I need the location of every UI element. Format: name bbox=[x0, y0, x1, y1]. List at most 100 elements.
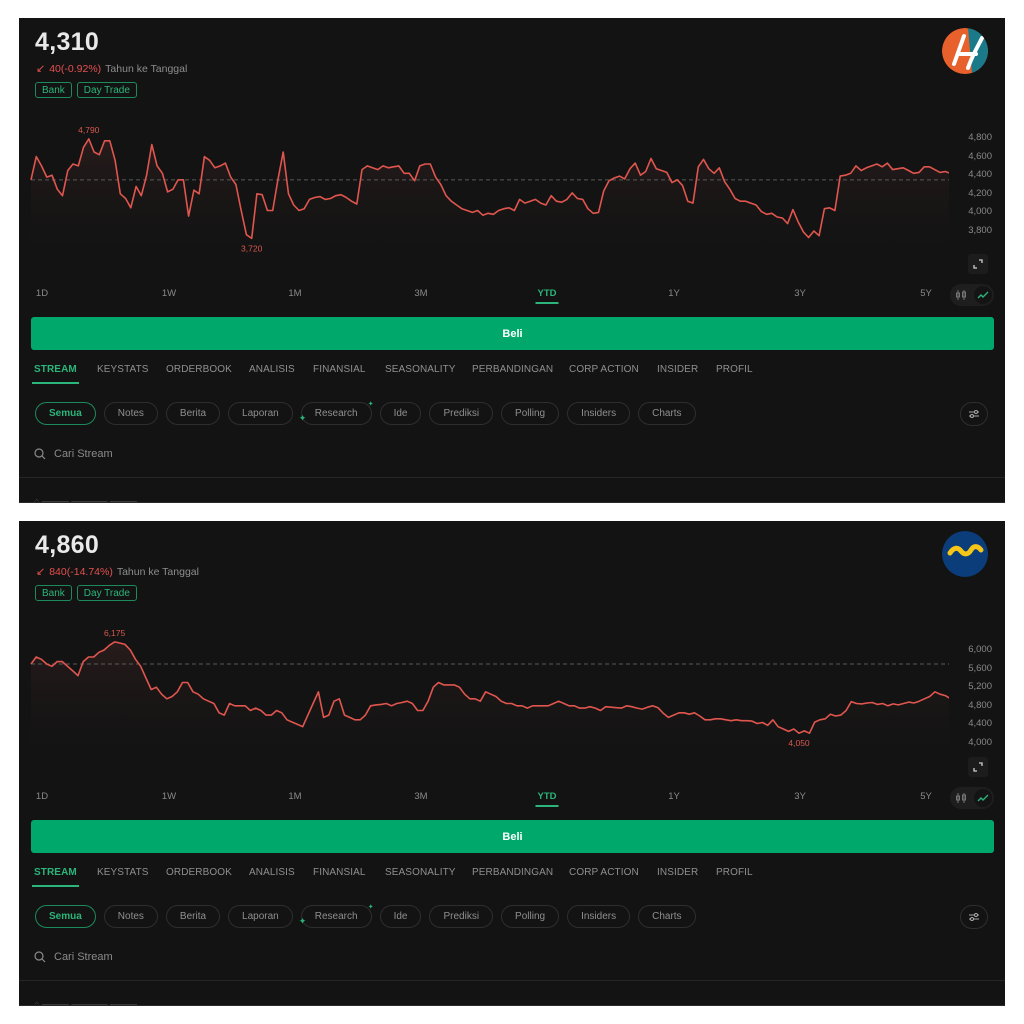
range-selector: 1D 1W 1M 3M YTD 1Y 3Y 5Y bbox=[19, 787, 1005, 809]
extreme-label: 6,175 bbox=[104, 628, 126, 638]
tab-finansial[interactable]: FINANSIAL bbox=[313, 867, 366, 878]
chart-type-toggle bbox=[950, 284, 994, 306]
y-tick-label: 4,600 bbox=[968, 150, 992, 162]
filter-ide[interactable]: Ide bbox=[379, 905, 422, 928]
line-chart-toggle[interactable] bbox=[974, 286, 992, 304]
expand-chart-button[interactable] bbox=[968, 254, 988, 274]
price-chart[interactable]: 6,175 4,050 bbox=[19, 621, 949, 771]
filter-prediksi[interactable]: Prediksi bbox=[429, 402, 494, 425]
tab-corp-action[interactable]: CORP ACTION bbox=[569, 364, 639, 375]
tag-bank[interactable]: Bank bbox=[35, 82, 72, 98]
range-5y[interactable]: 5Y bbox=[920, 288, 932, 299]
candlestick-toggle[interactable] bbox=[952, 286, 970, 304]
filter-prediksi[interactable]: Prediksi bbox=[429, 905, 494, 928]
filter-charts[interactable]: Charts bbox=[638, 402, 696, 425]
filter-insiders[interactable]: Insiders bbox=[567, 402, 631, 425]
range-3y[interactable]: 3Y bbox=[794, 288, 806, 299]
filter-charts[interactable]: Charts bbox=[638, 905, 696, 928]
tab-bar: STREAM KEYSTATS ORDERBOOK ANALISIS FINAN… bbox=[19, 867, 1005, 891]
range-1m[interactable]: 1M bbox=[288, 288, 302, 299]
tab-keystats[interactable]: KEYSTATS bbox=[97, 867, 149, 878]
filter-polling[interactable]: Polling bbox=[501, 402, 560, 425]
range-3m[interactable]: 3M bbox=[414, 288, 428, 299]
price-chart[interactable]: 4,790 3,720 bbox=[19, 118, 949, 268]
filter-laporan[interactable]: Laporan bbox=[228, 905, 293, 928]
y-tick-label: 4,800 bbox=[968, 132, 992, 143]
tab-insider[interactable]: INSIDER bbox=[657, 364, 699, 375]
tab-stream[interactable]: STREAM bbox=[32, 364, 79, 384]
tab-profil[interactable]: PROFIL bbox=[716, 867, 753, 878]
tab-analisis[interactable]: ANALISIS bbox=[249, 867, 295, 878]
tab-seasonality[interactable]: SEASONALITY bbox=[385, 364, 456, 375]
y-tick-label: 4,000 bbox=[968, 206, 992, 218]
y-tick-label: 4,400 bbox=[968, 718, 992, 730]
range-1d[interactable]: 1D bbox=[35, 791, 49, 802]
filter-laporan[interactable]: Laporan bbox=[228, 402, 293, 425]
filter-insiders[interactable]: Insiders bbox=[567, 905, 631, 928]
stream-search bbox=[34, 448, 254, 460]
filter-research[interactable]: ✦ Research ✦ bbox=[299, 904, 374, 928]
range-selector: 1D 1W 1M 3M YTD 1Y 3Y 5Y bbox=[19, 284, 1005, 306]
filter-ide[interactable]: Ide bbox=[379, 402, 422, 425]
stock-price: 4,310 bbox=[35, 28, 100, 56]
line-chart-toggle[interactable] bbox=[974, 789, 992, 807]
candlestick-toggle[interactable] bbox=[952, 789, 970, 807]
range-1y[interactable]: 1Y bbox=[668, 791, 680, 802]
tag-day-trade[interactable]: Day Trade bbox=[76, 82, 137, 98]
filter-settings-button[interactable] bbox=[960, 905, 988, 929]
chart-type-toggle bbox=[950, 787, 994, 809]
tab-keystats[interactable]: KEYSTATS bbox=[97, 364, 149, 375]
filter-research-label: Research bbox=[314, 408, 358, 419]
search-input[interactable] bbox=[54, 448, 254, 460]
price-change: ↙ 40(-0.92%) Tahun ke Tanggal bbox=[36, 62, 187, 76]
tab-insider[interactable]: INSIDER bbox=[657, 867, 699, 878]
tab-perbandingan[interactable]: PERBANDINGAN bbox=[472, 867, 554, 878]
filter-research[interactable]: ✦ Research ✦ bbox=[299, 401, 374, 425]
range-3m[interactable]: 3M bbox=[414, 791, 428, 802]
filter-notes[interactable]: Notes bbox=[103, 402, 158, 425]
buy-button[interactable]: Beli bbox=[31, 820, 994, 853]
expand-icon bbox=[973, 762, 983, 772]
range-1w[interactable]: 1W bbox=[161, 791, 177, 802]
filter-semua[interactable]: Semua bbox=[35, 402, 96, 425]
pinned-post-hint: ⌂ ▬▬▬ ▬▬▬▬ ▬▬▬ bbox=[34, 496, 137, 503]
tab-seasonality[interactable]: SEASONALITY bbox=[385, 867, 456, 878]
range-1m[interactable]: 1M bbox=[288, 791, 302, 802]
range-ytd[interactable]: YTD bbox=[535, 791, 559, 807]
range-5y[interactable]: 5Y bbox=[920, 791, 932, 802]
tag-day-trade[interactable]: Day Trade bbox=[76, 585, 137, 601]
down-arrow-icon: ↙ bbox=[36, 63, 46, 75]
filter-berita[interactable]: Berita bbox=[165, 905, 221, 928]
range-ytd[interactable]: YTD bbox=[535, 288, 559, 304]
tab-orderbook[interactable]: ORDERBOOK bbox=[166, 364, 232, 375]
buy-button[interactable]: Beli bbox=[31, 317, 994, 350]
filter-polling[interactable]: Polling bbox=[501, 905, 560, 928]
tab-stream[interactable]: STREAM bbox=[32, 867, 79, 887]
range-1d[interactable]: 1D bbox=[35, 288, 49, 299]
tab-profil[interactable]: PROFIL bbox=[716, 364, 753, 375]
tab-corp-action[interactable]: CORP ACTION bbox=[569, 867, 639, 878]
y-tick-label: 4,000 bbox=[968, 737, 992, 748]
candlestick-icon bbox=[956, 290, 966, 300]
tab-finansial[interactable]: FINANSIAL bbox=[313, 364, 366, 375]
range-1y[interactable]: 1Y bbox=[668, 288, 680, 299]
y-tick-label: 4,200 bbox=[968, 187, 992, 199]
price-change: ↙ 840(-14.74%) Tahun ke Tanggal bbox=[36, 565, 199, 579]
filter-notes[interactable]: Notes bbox=[103, 905, 158, 928]
y-tick-label: 4,400 bbox=[968, 169, 992, 181]
tab-bar: STREAM KEYSTATS ORDERBOOK ANALISIS FINAN… bbox=[19, 364, 1005, 388]
range-3y[interactable]: 3Y bbox=[794, 791, 806, 802]
divider bbox=[19, 980, 1005, 981]
tab-orderbook[interactable]: ORDERBOOK bbox=[166, 867, 232, 878]
filter-semua[interactable]: Semua bbox=[35, 905, 96, 928]
filter-berita[interactable]: Berita bbox=[165, 402, 221, 425]
blue-wave-logo-icon bbox=[942, 531, 988, 577]
range-1w[interactable]: 1W bbox=[161, 288, 177, 299]
filter-settings-button[interactable] bbox=[960, 402, 988, 426]
tag-bank[interactable]: Bank bbox=[35, 585, 72, 601]
expand-chart-button[interactable] bbox=[968, 757, 988, 777]
change-value: 40(-0.92%) bbox=[49, 62, 102, 75]
search-input[interactable] bbox=[54, 951, 254, 963]
tab-perbandingan[interactable]: PERBANDINGAN bbox=[472, 364, 554, 375]
tab-analisis[interactable]: ANALISIS bbox=[249, 364, 295, 375]
